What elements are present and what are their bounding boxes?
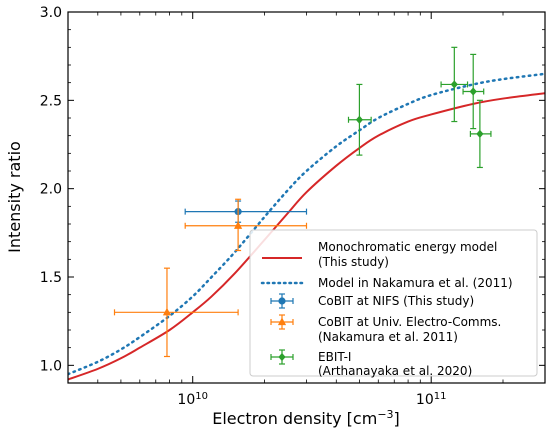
legend-marker-symbol [278,297,286,305]
legend-label-ebit-sub: (Arthanayaka et al. 2020) [318,364,472,378]
y-tick-label: 1.0 [40,358,62,374]
legend-label-cobit-nifs: CoBIT at NIFS (This study) [318,294,474,308]
model-lines [68,72,545,381]
x-tick-label: 1010 [177,391,208,409]
data-point [355,115,364,124]
legend-box [249,229,538,377]
x-axis-label: Electron density [cm−3] [212,408,400,429]
legend-marker-ebit [270,349,294,365]
line-model-in-nakamura-et-al-2011 [68,72,545,376]
legend-entry-mono-model: Monochromatic energy model (This study) [262,240,497,269]
legend-label-cobit-uec-sub: (Nakamura et al. 2011) [318,330,458,344]
legend-entry-ebit: EBIT-I (Arthanayaka et al. 2020) [270,349,472,378]
legend-label-mono-model-sub: (This study) [318,255,389,269]
legend-marker-symbol [278,352,286,362]
legend-label-nakamura-model: Model in Nakamura et al. (2011) [318,276,513,290]
y-tick-label: 1.5 [40,270,62,286]
data-point [476,129,484,138]
x-axis-label-exponent: −3 [377,408,393,421]
y-tick-label: 2.5 [40,93,62,109]
legend-label-ebit: EBIT-I [318,350,351,364]
y-tick-label: 2.0 [40,182,62,198]
legend-marker-cobit-uec [270,314,294,330]
data-point [469,87,477,96]
y-axis-ticks: 1.0 1.5 2.0 2.5 3.0 [40,5,545,374]
legend-marker-cobit-nifs [270,293,294,309]
legend-entry-nakamura-model: Model in Nakamura et al. (2011) [260,276,513,290]
series-cobit-at-univ-electro-comms [113,198,308,358]
legend-label-cobit-uec: CoBIT at Univ. Electro-Comms. [318,315,501,329]
plot-frame [67,11,546,384]
measurement-points [113,46,492,358]
y-tick-label: 3.0 [40,5,62,21]
legend-marker-symbol [277,317,287,326]
series-ebit-i [347,46,492,169]
data-point [450,80,458,89]
x-axis-label-end: ] [394,409,400,428]
x-tick-label: 1011 [416,391,447,409]
series-cobit-at-nifs-this-study [184,200,308,223]
x-axis-label-text: Electron density [cm [212,409,377,428]
data-point [162,307,172,316]
legend-entry-cobit-uec: CoBIT at Univ. Electro-Comms. (Nakamura … [270,314,501,344]
legend-entry-cobit-nifs: CoBIT at NIFS (This study) [270,293,474,309]
legend: Monochromatic energy model (This study) … [249,229,538,378]
data-point [234,221,243,229]
plot-area [68,46,545,381]
line-monochromatic-energy-model [68,92,545,381]
y-axis-label: Intensity ratio [5,141,24,253]
legend-label-mono-model: Monochromatic energy model [318,240,497,254]
